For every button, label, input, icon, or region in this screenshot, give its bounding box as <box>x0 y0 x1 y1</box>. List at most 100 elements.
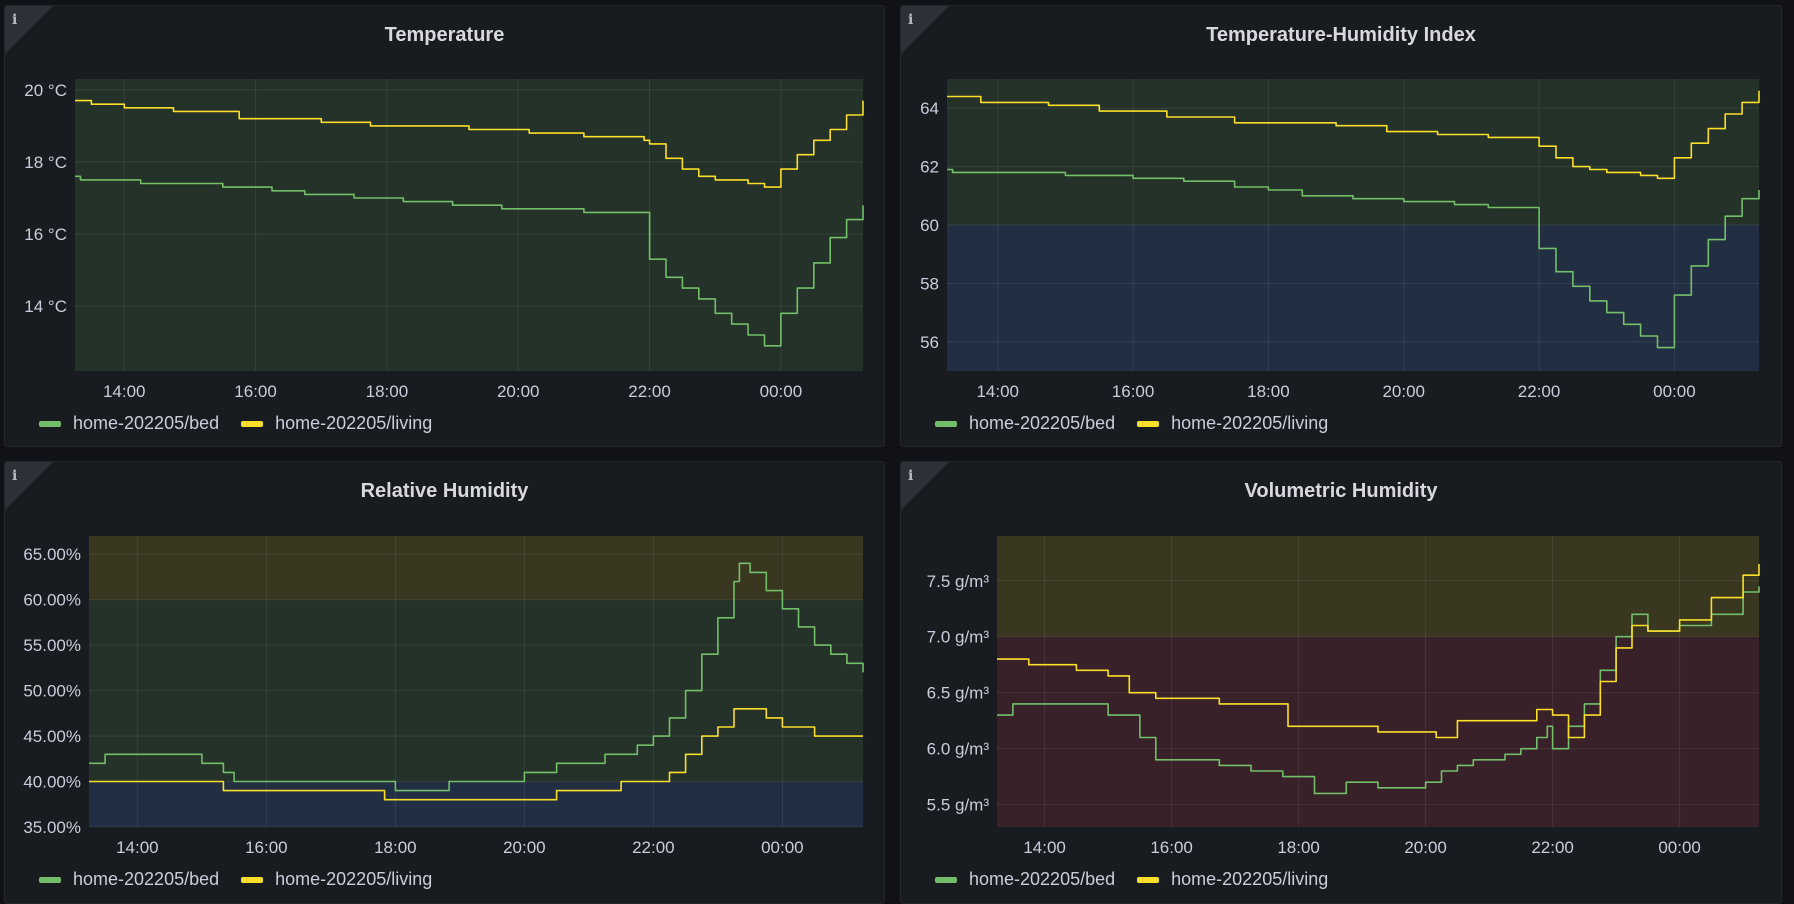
chart-relative-humidity: 65.00% 60.00% 55.00% 50.00% 45.00% 40.00% 35.0… <box>23 536 864 857</box>
legend-label: home-202205/bed <box>969 413 1116 433</box>
panel-info-corner[interactable] <box>901 462 949 510</box>
x-tick-label: 14:00 <box>976 382 1019 401</box>
y-tick-label: 55.00% <box>23 636 81 655</box>
threshold-band <box>75 79 863 371</box>
legend-swatch-living <box>241 420 264 427</box>
x-tick-label: 22:00 <box>628 382 671 401</box>
x-tick-label: 20:00 <box>497 382 540 401</box>
info-icon[interactable]: i <box>12 12 18 28</box>
x-tick-label: 18:00 <box>374 838 417 857</box>
y-tick-label: 20 °C <box>24 81 67 100</box>
legend-swatch-living <box>241 876 264 883</box>
y-tick-label: 35.00% <box>23 818 81 837</box>
legend-item-living[interactable]: home-202205/living <box>241 869 432 890</box>
legend-item-living[interactable]: home-202205/living <box>1137 413 1328 434</box>
x-tick-label: 16:00 <box>234 382 277 401</box>
legend-swatch-living <box>1137 420 1160 427</box>
legend-item-bed[interactable]: home-202205/bed <box>39 413 219 434</box>
legend: home-202205/bed home-202205/living <box>935 869 1350 890</box>
y-tick-label: 5.5 g/m³ <box>927 796 990 815</box>
threshold-band <box>89 781 863 827</box>
x-tick-label: 18:00 <box>1277 838 1320 857</box>
legend-swatch-bed <box>39 876 61 883</box>
panel-temperature[interactable]: i Temperature 20 °C 18 °C 16 °C 14 °C 14:00 1… <box>4 5 885 447</box>
panel-relative-humidity[interactable]: i Relative Humidity 65.00% 60.00% 55.00% 50… <box>4 461 885 904</box>
info-icon[interactable]: i <box>908 468 914 484</box>
panel-volumetric-humidity[interactable]: i Volumetric Humidity 7.5 g/m³ 7.0 g/m³ 6.… <box>900 461 1782 904</box>
x-tick-label: 22:00 <box>1518 382 1561 401</box>
legend-label: home-202205/living <box>1171 413 1329 433</box>
legend-swatch-living <box>1137 876 1160 883</box>
series-line-bed[interactable] <box>75 175 864 347</box>
x-tick-label: 22:00 <box>1531 838 1574 857</box>
x-tick-label: 16:00 <box>1150 838 1193 857</box>
legend-item-living[interactable]: home-202205/living <box>1137 869 1328 890</box>
x-tick-label: 20:00 <box>1382 382 1425 401</box>
threshold-band <box>947 225 1759 371</box>
x-tick-label: 20:00 <box>503 838 546 857</box>
x-tick-label: 14:00 <box>1023 838 1066 857</box>
y-tick-label: 7.5 g/m³ <box>927 572 990 591</box>
series-line-living[interactable] <box>997 564 1760 739</box>
y-tick-label: 16 °C <box>24 225 67 244</box>
series-line-living[interactable] <box>75 99 864 188</box>
x-tick-label: 18:00 <box>1247 382 1290 401</box>
y-tick-label: 45.00% <box>23 727 81 746</box>
legend-item-living[interactable]: home-202205/living <box>241 413 432 434</box>
panel-title[interactable]: Temperature <box>384 24 505 46</box>
series-line-bed[interactable] <box>89 562 864 792</box>
info-icon[interactable]: i <box>908 12 914 28</box>
panel-title[interactable]: Temperature-Humidity Index <box>1206 24 1476 46</box>
x-tick-label: 14:00 <box>103 382 146 401</box>
threshold-band <box>997 536 1759 637</box>
threshold-band <box>947 79 1759 225</box>
series-line-bed[interactable] <box>947 168 1760 349</box>
threshold-band <box>89 536 863 600</box>
series-line-bed[interactable] <box>997 586 1760 795</box>
legend: home-202205/bed home-202205/living <box>935 413 1350 434</box>
x-tick-label: 14:00 <box>116 838 159 857</box>
y-tick-label: 60 <box>920 216 939 235</box>
y-tick-label: 40.00% <box>23 773 81 792</box>
legend-swatch-bed <box>935 876 957 883</box>
x-tick-label: 00:00 <box>1653 382 1696 401</box>
y-tick-label: 60.00% <box>23 591 81 610</box>
info-icon[interactable]: i <box>12 468 18 484</box>
panel-title[interactable]: Volumetric Humidity <box>1244 480 1438 502</box>
y-tick-label: 65.00% <box>23 545 81 564</box>
panel-thi[interactable]: i Temperature-Humidity Index 64 62 60 58 56 1… <box>900 5 1782 447</box>
legend-label: home-202205/living <box>275 869 433 889</box>
y-tick-label: 58 <box>920 274 939 293</box>
x-tick-label: 00:00 <box>761 838 804 857</box>
chart-volumetric-humidity: 7.5 g/m³ 7.0 g/m³ 6.5 g/m³ 6.0 g/m³ 5.5 g/m³… <box>927 536 1760 857</box>
x-tick-label: 00:00 <box>760 382 803 401</box>
y-tick-label: 14 °C <box>24 297 67 316</box>
y-tick-label: 7.0 g/m³ <box>927 628 990 647</box>
panel-info-corner[interactable] <box>901 6 949 54</box>
y-tick-label: 18 °C <box>24 153 67 172</box>
legend-swatch-bed <box>39 420 61 427</box>
chart-thi: 64 62 60 58 56 14:00 16:00 18:00 20:00 22:00 00:00 <box>920 79 1760 401</box>
legend-label: home-202205/bed <box>73 869 220 889</box>
y-tick-label: 6.0 g/m³ <box>927 740 990 759</box>
y-tick-label: 6.5 g/m³ <box>927 684 990 703</box>
panel-info-corner[interactable] <box>5 6 53 54</box>
legend-label: home-202205/bed <box>969 869 1116 889</box>
threshold-band <box>89 599 863 782</box>
legend: home-202205/bed home-202205/living <box>39 869 454 890</box>
legend-swatch-bed <box>935 420 957 427</box>
legend-item-bed[interactable]: home-202205/bed <box>39 869 219 890</box>
series-line-living[interactable] <box>947 90 1760 180</box>
panel-title[interactable]: Relative Humidity <box>360 480 529 502</box>
series-line-living[interactable] <box>89 708 863 801</box>
panel-info-corner[interactable] <box>5 462 53 510</box>
legend-item-bed[interactable]: home-202205/bed <box>935 413 1115 434</box>
x-tick-label: 22:00 <box>632 838 675 857</box>
legend-label: home-202205/living <box>275 413 433 433</box>
chart-temperature: 20 °C 18 °C 16 °C 14 °C 14:00 16:00 18:00 20:00… <box>24 79 864 401</box>
x-tick-label: 20:00 <box>1404 838 1447 857</box>
legend-item-bed[interactable]: home-202205/bed <box>935 869 1115 890</box>
x-tick-label: 00:00 <box>1658 838 1701 857</box>
x-tick-label: 16:00 <box>1112 382 1155 401</box>
